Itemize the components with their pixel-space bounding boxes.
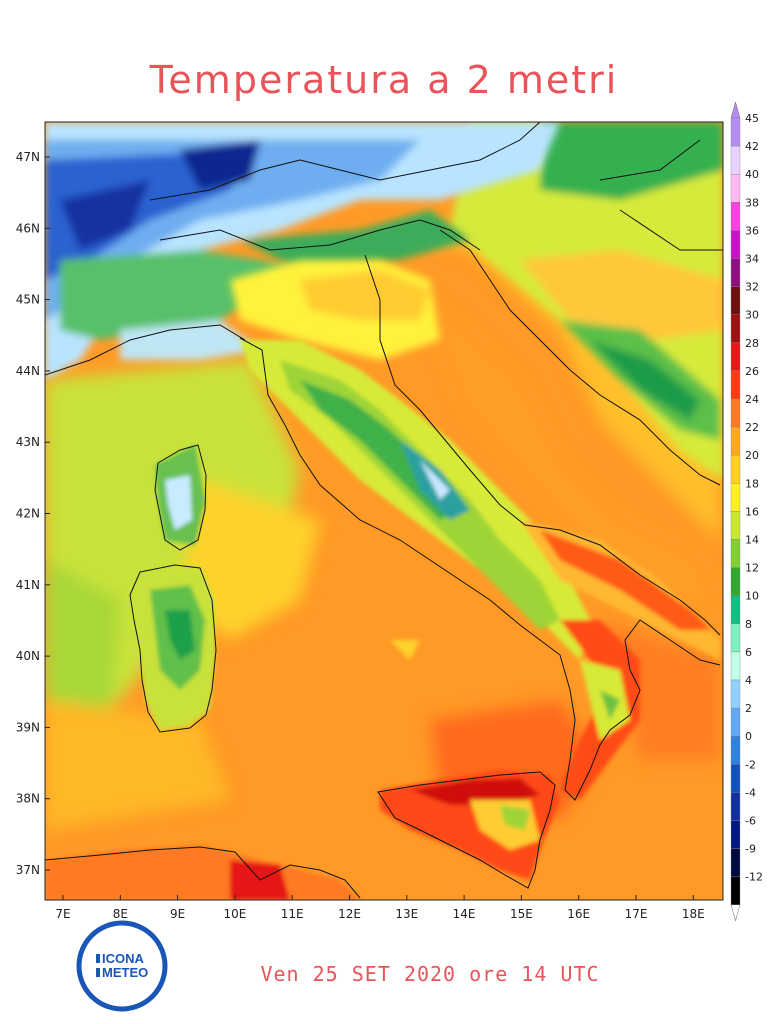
colorbar-swatch (730, 567, 741, 596)
colorbar-label: -2 (745, 758, 756, 771)
colorbar-swatch (730, 848, 741, 877)
colorbar-label: 0 (745, 730, 752, 743)
lon-tick-label: 12E (338, 907, 361, 921)
lat-tick-label: 42N (16, 507, 40, 521)
colorbar-swatch (730, 483, 741, 512)
lon-tick-label: 14E (453, 907, 476, 921)
colorbar-label: 45 (745, 112, 759, 125)
colorbar-label: -6 (745, 815, 756, 828)
longitude-axis: 7E 8E 9E 10E 11E 12E 13E 14E 15E 16E 17E 18E (55, 895, 705, 921)
colorbar-swatch (730, 314, 741, 344)
colorbar-swatch (730, 426, 741, 456)
lat-tick-label: 39N (16, 720, 40, 734)
lon-tick-label: 9E (170, 907, 185, 921)
colorbar-swatch (730, 230, 741, 259)
colorbar-swatch (730, 792, 741, 821)
temperature-colorbar: 4542403836343230282624222018161412108642… (730, 101, 763, 922)
colorbar-swatch (730, 764, 741, 793)
colorbar-swatch (730, 876, 741, 906)
colorbar-swatch (730, 511, 741, 540)
lat-tick-label: 44N (16, 364, 40, 378)
latitude-axis: 47N 46N 45N 44N 43N 42N 41N 40N 39N 38N 37N (16, 150, 50, 877)
map-plot-area (45, 122, 723, 900)
lon-tick-label: 17E (625, 907, 648, 921)
colorbar-label: -9 (745, 843, 756, 856)
colorbar-label: 12 (745, 562, 759, 575)
colorbar-label: 2 (745, 702, 752, 715)
colorbar-label: 22 (745, 421, 759, 434)
colorbar-swatch (730, 736, 741, 765)
map-timestamp: Ven 25 SET 2020 ore 14 UTC (260, 962, 600, 986)
colorbar-label: 10 (745, 590, 759, 603)
colorbar-label: 40 (745, 168, 759, 181)
lon-tick-label: 16E (567, 907, 590, 921)
colorbar-label: 18 (745, 477, 759, 490)
colorbar-swatch (730, 145, 741, 175)
colorbar-swatch (730, 679, 741, 709)
colorbar-label: 16 (745, 505, 759, 518)
lon-tick-label: 8E (113, 907, 128, 921)
lat-tick-label: 43N (16, 435, 40, 449)
lat-tick-label: 47N (16, 150, 40, 164)
lon-tick-label: 15E (510, 907, 533, 921)
colorbar-bottom-arrow (730, 904, 741, 922)
logo-line1: ICONA (102, 951, 145, 966)
colorbar-label: 4 (745, 674, 752, 687)
colorbar-top-arrow (730, 101, 741, 119)
colorbar-swatch (730, 623, 741, 653)
colorbar-label: 8 (745, 618, 752, 631)
colorbar-swatch (730, 202, 741, 231)
colorbar-swatch (730, 398, 741, 428)
colorbar-swatch (730, 455, 741, 484)
logo-line2: METEO (102, 965, 148, 980)
colorbar-label: -4 (745, 786, 756, 799)
colorbar-label: 20 (745, 449, 759, 462)
colorbar-swatch (730, 651, 741, 681)
colorbar-label: 36 (745, 224, 759, 237)
colorbar-label: 30 (745, 309, 759, 322)
colorbar-label: 38 (745, 196, 759, 209)
colorbar-label: -12 (745, 871, 763, 884)
lat-tick-label: 37N (16, 863, 40, 877)
lon-tick-label: 11E (281, 907, 304, 921)
colorbar-swatch (730, 342, 741, 372)
iconameteo-logo: ICONA METEO (76, 920, 168, 1012)
lat-tick-label: 41N (16, 578, 40, 592)
colorbar-label: 24 (745, 393, 759, 406)
lat-tick-label: 38N (16, 792, 40, 806)
lat-tick-label: 46N (16, 221, 40, 235)
lon-tick-label: 13E (395, 907, 418, 921)
lat-tick-label: 40N (16, 649, 40, 663)
colorbar-swatch (730, 173, 741, 203)
colorbar-swatch (730, 117, 741, 147)
colorbar-label: 42 (745, 140, 759, 153)
colorbar-swatch (730, 820, 741, 849)
lon-tick-label: 7E (55, 907, 70, 921)
map-title: Temperatura a 2 metri (149, 58, 619, 102)
colorbar-label: 6 (745, 646, 752, 659)
colorbar-swatch (730, 707, 741, 737)
colorbar-label: 14 (745, 534, 759, 547)
colorbar-swatch (730, 595, 741, 625)
colorbar-label: 32 (745, 281, 759, 294)
colorbar-swatch (730, 258, 741, 287)
lon-tick-label: 18E (682, 907, 705, 921)
lon-tick-label: 10E (223, 907, 246, 921)
colorbar-swatch (730, 286, 741, 315)
colorbar-label: 28 (745, 337, 759, 350)
colorbar-swatch (730, 539, 741, 568)
colorbar-label: 34 (745, 253, 759, 266)
lat-tick-label: 45N (16, 293, 40, 307)
colorbar-label: 26 (745, 365, 759, 378)
colorbar-swatch (730, 370, 741, 400)
